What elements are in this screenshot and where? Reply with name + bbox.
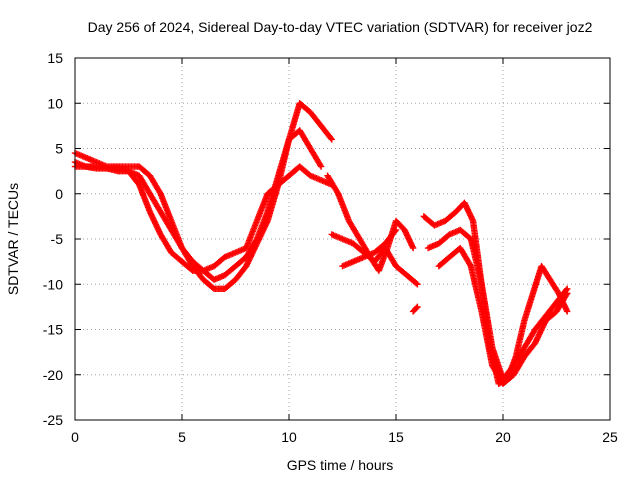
data-point (392, 226, 400, 234)
data-point (156, 189, 163, 196)
y-tick-label: 10 (47, 95, 63, 111)
grid-layer (75, 58, 610, 420)
y-tick-label: -5 (51, 231, 64, 247)
x-tick-label: 20 (495, 429, 511, 445)
y-tick-label: -10 (43, 276, 63, 292)
x-tick-label: 0 (71, 429, 79, 445)
y-tick-label: 0 (55, 186, 63, 202)
x-tick-label: 5 (178, 429, 186, 445)
series-3 (71, 163, 335, 274)
data-point (414, 303, 421, 311)
data-point (413, 280, 420, 287)
data-point (564, 308, 571, 315)
y-tick-label: -25 (43, 412, 63, 428)
x-tick-label: 10 (281, 429, 297, 445)
series-6 (339, 226, 400, 270)
y-tick-label: 15 (47, 50, 63, 66)
ticks-layer: 0 5 10 15 20 25 -25 -20 -15 -10 -5 0 5 10 15 (43, 50, 618, 445)
data-point (391, 227, 399, 235)
data-point (413, 304, 420, 312)
points-layer (71, 100, 571, 387)
chart-title: Day 256 of 2024, Sidereal Day-to-day VTE… (88, 19, 593, 35)
data-point (563, 291, 570, 298)
y-tick-label: -15 (43, 322, 63, 338)
series-8 (424, 226, 571, 383)
data-point (328, 136, 335, 143)
data-point (564, 290, 571, 297)
data-point (317, 163, 325, 170)
data-point (414, 281, 421, 288)
data-point (327, 135, 335, 142)
y-tick-label: -20 (43, 367, 63, 383)
data-point (317, 162, 324, 169)
data-point (466, 261, 474, 268)
data-point (409, 244, 417, 252)
data-point (334, 189, 341, 196)
y-tick-label: 5 (55, 141, 63, 157)
series-9 (435, 244, 571, 387)
x-tick-label: 15 (388, 429, 404, 445)
series-10 (409, 303, 421, 315)
x-tick-label: 25 (602, 429, 618, 445)
y-axis-label: SDTVAR / TECUs (5, 183, 21, 295)
x-axis-label: GPS time / hours (287, 457, 394, 473)
data-point (252, 237, 260, 244)
